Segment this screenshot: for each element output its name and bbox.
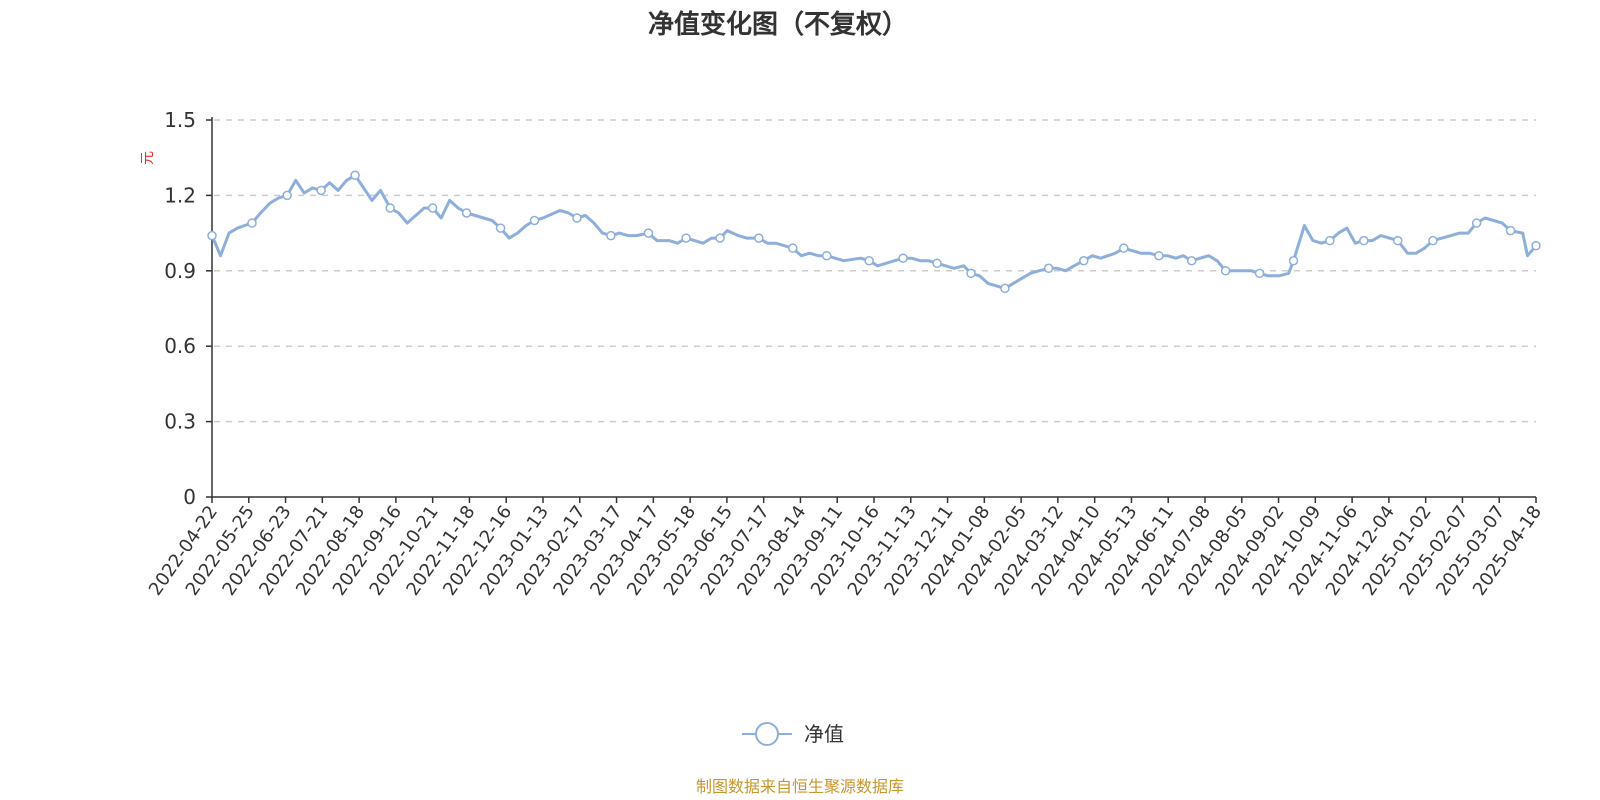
data-point-48 (643, 228, 654, 238)
data-point-92 (1043, 263, 1054, 274)
data-point-116 (1254, 268, 1265, 279)
data-point-76 (898, 253, 908, 263)
data-point-8 (282, 190, 292, 201)
data-point-32 (495, 223, 506, 233)
legend-label: 净值 (804, 722, 844, 746)
series-line (210, 173, 1538, 290)
y-tick-label-3: 0.9 (164, 259, 196, 283)
y-tick-label-0: 0 (183, 485, 196, 509)
data-point-144 (1505, 225, 1516, 236)
data-point-60 (754, 233, 764, 243)
y-tick-label-5: 1.5 (164, 108, 196, 132)
y-axis-unit-label: 元 (140, 151, 156, 165)
data-point-44 (606, 230, 616, 241)
data-point-56 (715, 233, 725, 243)
data-point-147 (1531, 240, 1541, 251)
data-point-72 (864, 255, 874, 266)
data-point-136 (1428, 235, 1438, 246)
series-markers (207, 170, 1541, 294)
data-point-88 (1000, 283, 1010, 294)
data-point-112 (1220, 266, 1231, 276)
data-point-20 (385, 203, 395, 213)
data-point-36 (529, 215, 540, 226)
data-point-140 (1471, 218, 1482, 228)
x-axis-tick-labels: 2022-04-222022-05-252022-06-232022-07-21… (145, 502, 1546, 600)
data-point-104 (1154, 250, 1164, 261)
data-point-64 (788, 243, 798, 253)
data-point-132 (1393, 235, 1403, 246)
data-point-80 (932, 258, 942, 269)
data-point-124 (1325, 235, 1335, 246)
data-point-52 (681, 233, 691, 243)
series-net-value (210, 173, 1538, 290)
data-point-24 (427, 203, 438, 213)
legend-circle-marker-icon (755, 722, 779, 746)
data-point-16 (350, 170, 360, 181)
data-point-96 (1079, 255, 1089, 266)
data-point-128 (1359, 235, 1369, 246)
grid-lines (214, 119, 1536, 423)
data-point-84 (966, 268, 976, 279)
legend[interactable]: 净值 (742, 722, 844, 746)
data-point-12 (316, 185, 326, 196)
axes (206, 117, 1537, 503)
y-axis-tick-labels: 0 0.3 0.6 0.9 1.2 1.5 (164, 108, 196, 509)
y-tick-label-1: 0.3 (164, 410, 196, 434)
data-point-108 (1186, 255, 1197, 266)
data-point-68 (821, 250, 832, 261)
data-point-4 (247, 218, 257, 228)
data-point-0 (207, 230, 217, 241)
y-tick-label-2: 0.6 (164, 334, 196, 358)
data-point-120 (1288, 255, 1299, 266)
data-point-28 (461, 208, 472, 218)
data-point-40 (572, 213, 582, 223)
chart-title: 净值变化图（不复权） (648, 9, 908, 40)
y-tick-label-4: 1.2 (164, 183, 196, 207)
data-source-label: 制图数据来自恒生聚源数据库 (696, 777, 904, 796)
data-point-100 (1119, 243, 1129, 253)
